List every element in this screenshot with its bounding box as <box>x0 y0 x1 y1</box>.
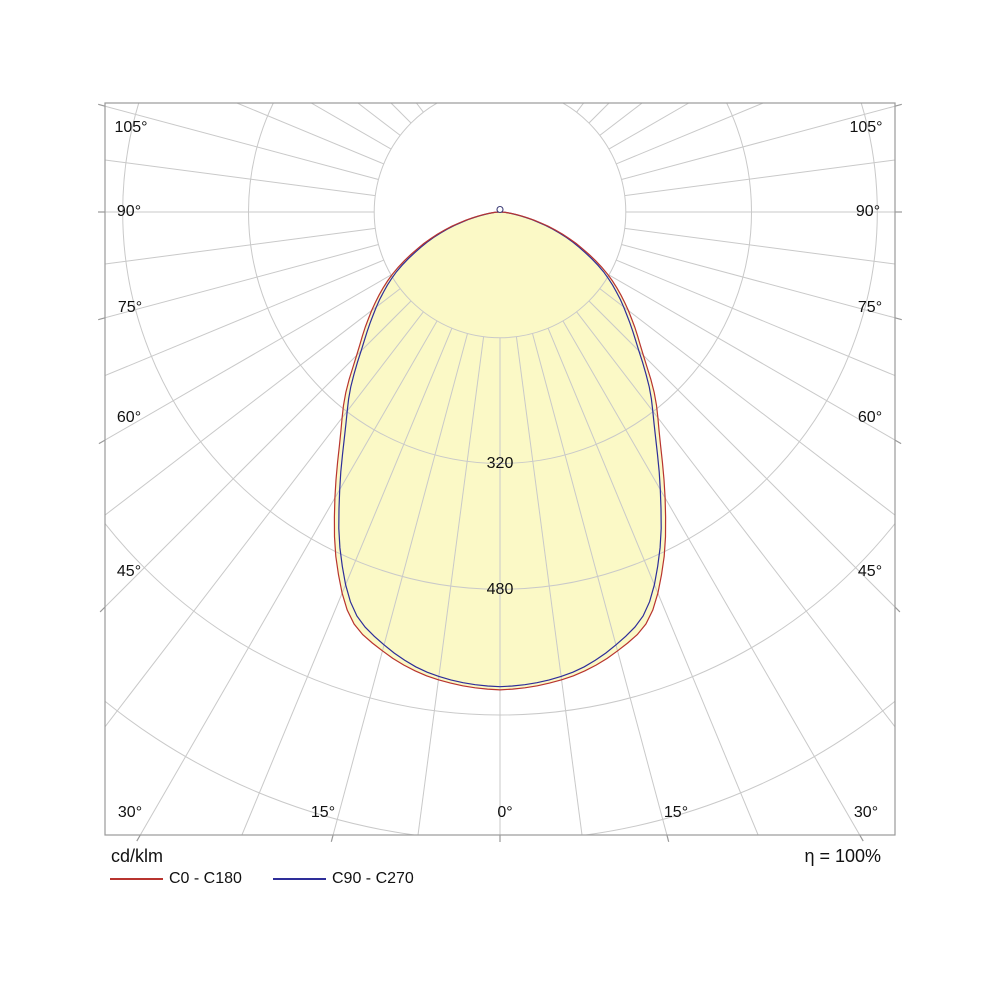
legend-line-blue <box>273 878 326 880</box>
angle-tick-label: 105° <box>849 119 883 136</box>
curve-c0-c180 <box>333 211 667 691</box>
grid-ray <box>105 159 376 197</box>
axis-tick <box>98 103 106 107</box>
axis-tick <box>136 834 141 842</box>
legend-item-c0-c180: C0 - C180 <box>110 870 242 888</box>
grid-ray <box>105 244 379 319</box>
angle-tick-label: 15° <box>663 804 689 821</box>
axis-tick <box>98 439 106 445</box>
ring-value-label: 480 <box>487 581 514 598</box>
grid-ray <box>624 227 895 265</box>
axis-tick <box>894 606 901 613</box>
axis-tick <box>894 103 902 107</box>
unit-label: cd/klm <box>111 846 164 866</box>
axis-tick <box>859 834 864 842</box>
grid-ray <box>599 103 643 136</box>
grid-ray <box>532 333 668 835</box>
ring-value-label: 320 <box>487 455 514 472</box>
grid-ray <box>616 103 764 165</box>
grid-ray <box>241 328 453 835</box>
grid-ray <box>416 103 424 113</box>
grid-ray <box>562 320 861 835</box>
grid-ray <box>105 311 424 728</box>
grid-ray <box>390 103 412 124</box>
grid-ray <box>139 320 438 835</box>
grid-ray <box>621 244 895 319</box>
grid-ray <box>621 105 895 180</box>
grid-ray <box>417 336 485 835</box>
grid-ray <box>105 274 392 441</box>
legend-item-c90-c270: C90 - C270 <box>273 870 414 888</box>
grid-ray <box>588 103 610 124</box>
grid-ray <box>105 300 412 608</box>
grid-ray <box>624 159 895 197</box>
angle-tick-label: 105° <box>114 119 148 136</box>
grid-ray <box>616 259 895 377</box>
angle-tick-label: 90° <box>116 203 142 220</box>
legend-label-c0-c180: C0 - C180 <box>169 870 242 887</box>
axis-tick <box>330 834 334 842</box>
angle-tick-label: 60° <box>116 409 142 426</box>
curve-c90-c270 <box>338 211 662 688</box>
grid-ray <box>588 300 895 608</box>
grid-ray <box>236 103 384 165</box>
angle-tick-label: 0° <box>497 804 513 821</box>
legend-label-c90-c270: C90 - C270 <box>332 870 414 887</box>
efficiency-label: η = 100% <box>804 846 881 866</box>
grid-ray <box>547 328 759 835</box>
grid-ray <box>105 259 384 377</box>
axis-tick <box>98 317 106 321</box>
grid-ray <box>599 288 895 516</box>
angle-tick-label: 45° <box>857 563 883 580</box>
angle-tick-label: 15° <box>310 804 336 821</box>
grid-ray <box>357 103 401 136</box>
angle-tick-label: 75° <box>857 299 883 316</box>
axis-tick <box>894 317 902 321</box>
axis-tick <box>666 834 670 842</box>
angle-tick-label: 45° <box>116 563 142 580</box>
grid-ray <box>332 333 468 835</box>
grid-ray <box>608 274 895 441</box>
angle-tick-label: 30° <box>117 804 143 821</box>
grid-ray <box>608 103 690 150</box>
plot-inner-group <box>105 103 895 835</box>
angle-tick-label: 90° <box>855 203 881 220</box>
axis-tick <box>99 606 106 613</box>
angle-tick-label: 60° <box>857 409 883 426</box>
grid-ray <box>310 103 392 150</box>
legend-line-red <box>110 878 163 880</box>
grid-ray <box>576 103 584 113</box>
grid-ray <box>105 227 376 265</box>
grid-ray <box>105 105 379 180</box>
angle-tick-label: 30° <box>853 804 879 821</box>
angle-tick-label: 75° <box>117 299 143 316</box>
grid-ray <box>576 311 895 728</box>
axis-tick <box>894 439 902 445</box>
grid-ray <box>515 336 583 835</box>
grid-ray <box>105 288 401 516</box>
center-marker <box>496 205 504 214</box>
